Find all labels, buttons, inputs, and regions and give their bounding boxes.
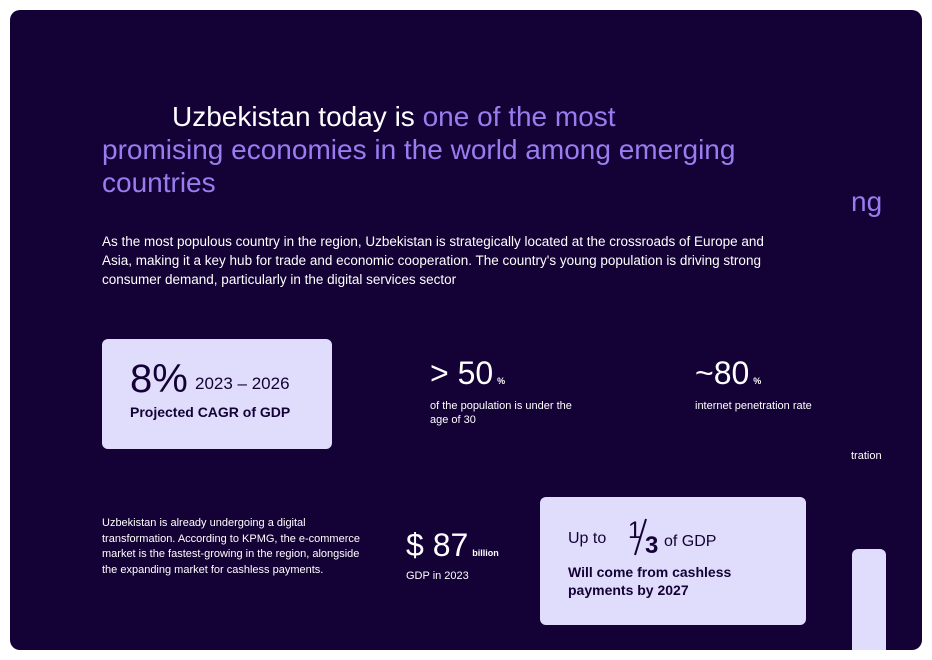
stat-unit: % [753,376,762,386]
intro-text: As the most populous country in the regi… [102,234,764,287]
slide-panel: Uzbekistan today is one of the most prom… [10,10,922,650]
stat-caption: of the population is under the age of 30 [430,400,572,426]
fraction-numerator: 1 [628,517,642,544]
next-slide-fragment: ng [851,186,883,217]
stat-caption: GDP in 2023 [406,570,469,582]
fraction-slash [634,518,647,556]
cashless-caption: Will come from cashless payments by 2027 [568,564,732,598]
cashless-suffix: of GDP [664,533,717,550]
gdp-stat: $ 87 billion GDP in 2023 [406,527,556,583]
cagr-value: 8% [130,357,188,401]
fraction-denominator: 3 [645,532,659,559]
next-slide-card [852,549,886,650]
cashless-card: Up to 1 3 of GDP Will come from cashless… [540,497,806,625]
headline-highlight: promising economies in the world among e… [102,134,736,165]
next-slide-fragment: tration [851,450,882,462]
cagr-range: 2023 – 2026 [195,374,290,393]
cagr-caption: Projected CAGR of GDP [130,404,291,420]
headline-highlight: countries [102,167,216,198]
headline-lead: Uzbekistan today is [172,101,415,132]
stat-value: ~80 [695,355,750,391]
stat-value: > 50 [430,355,494,391]
note-text: Uzbekistan is already undergoing a digit… [102,517,360,576]
headline-highlight: one of the most [422,101,616,132]
stat-unit: % [497,376,506,386]
stat-caption: internet penetration rate [695,400,812,412]
cagr-card: 8% 2023 – 2026 Projected CAGR of GDP [102,339,332,449]
cashless-prefix: Up to [568,530,607,547]
stat-value: $ 87 [406,527,469,563]
internet-stat: ~80% internet penetration rate [695,355,845,413]
stat-unit: billion [472,548,499,558]
youth-stat: > 50% of the population is under the age… [430,355,580,427]
headline: Uzbekistan today is one of the most prom… [102,100,842,199]
